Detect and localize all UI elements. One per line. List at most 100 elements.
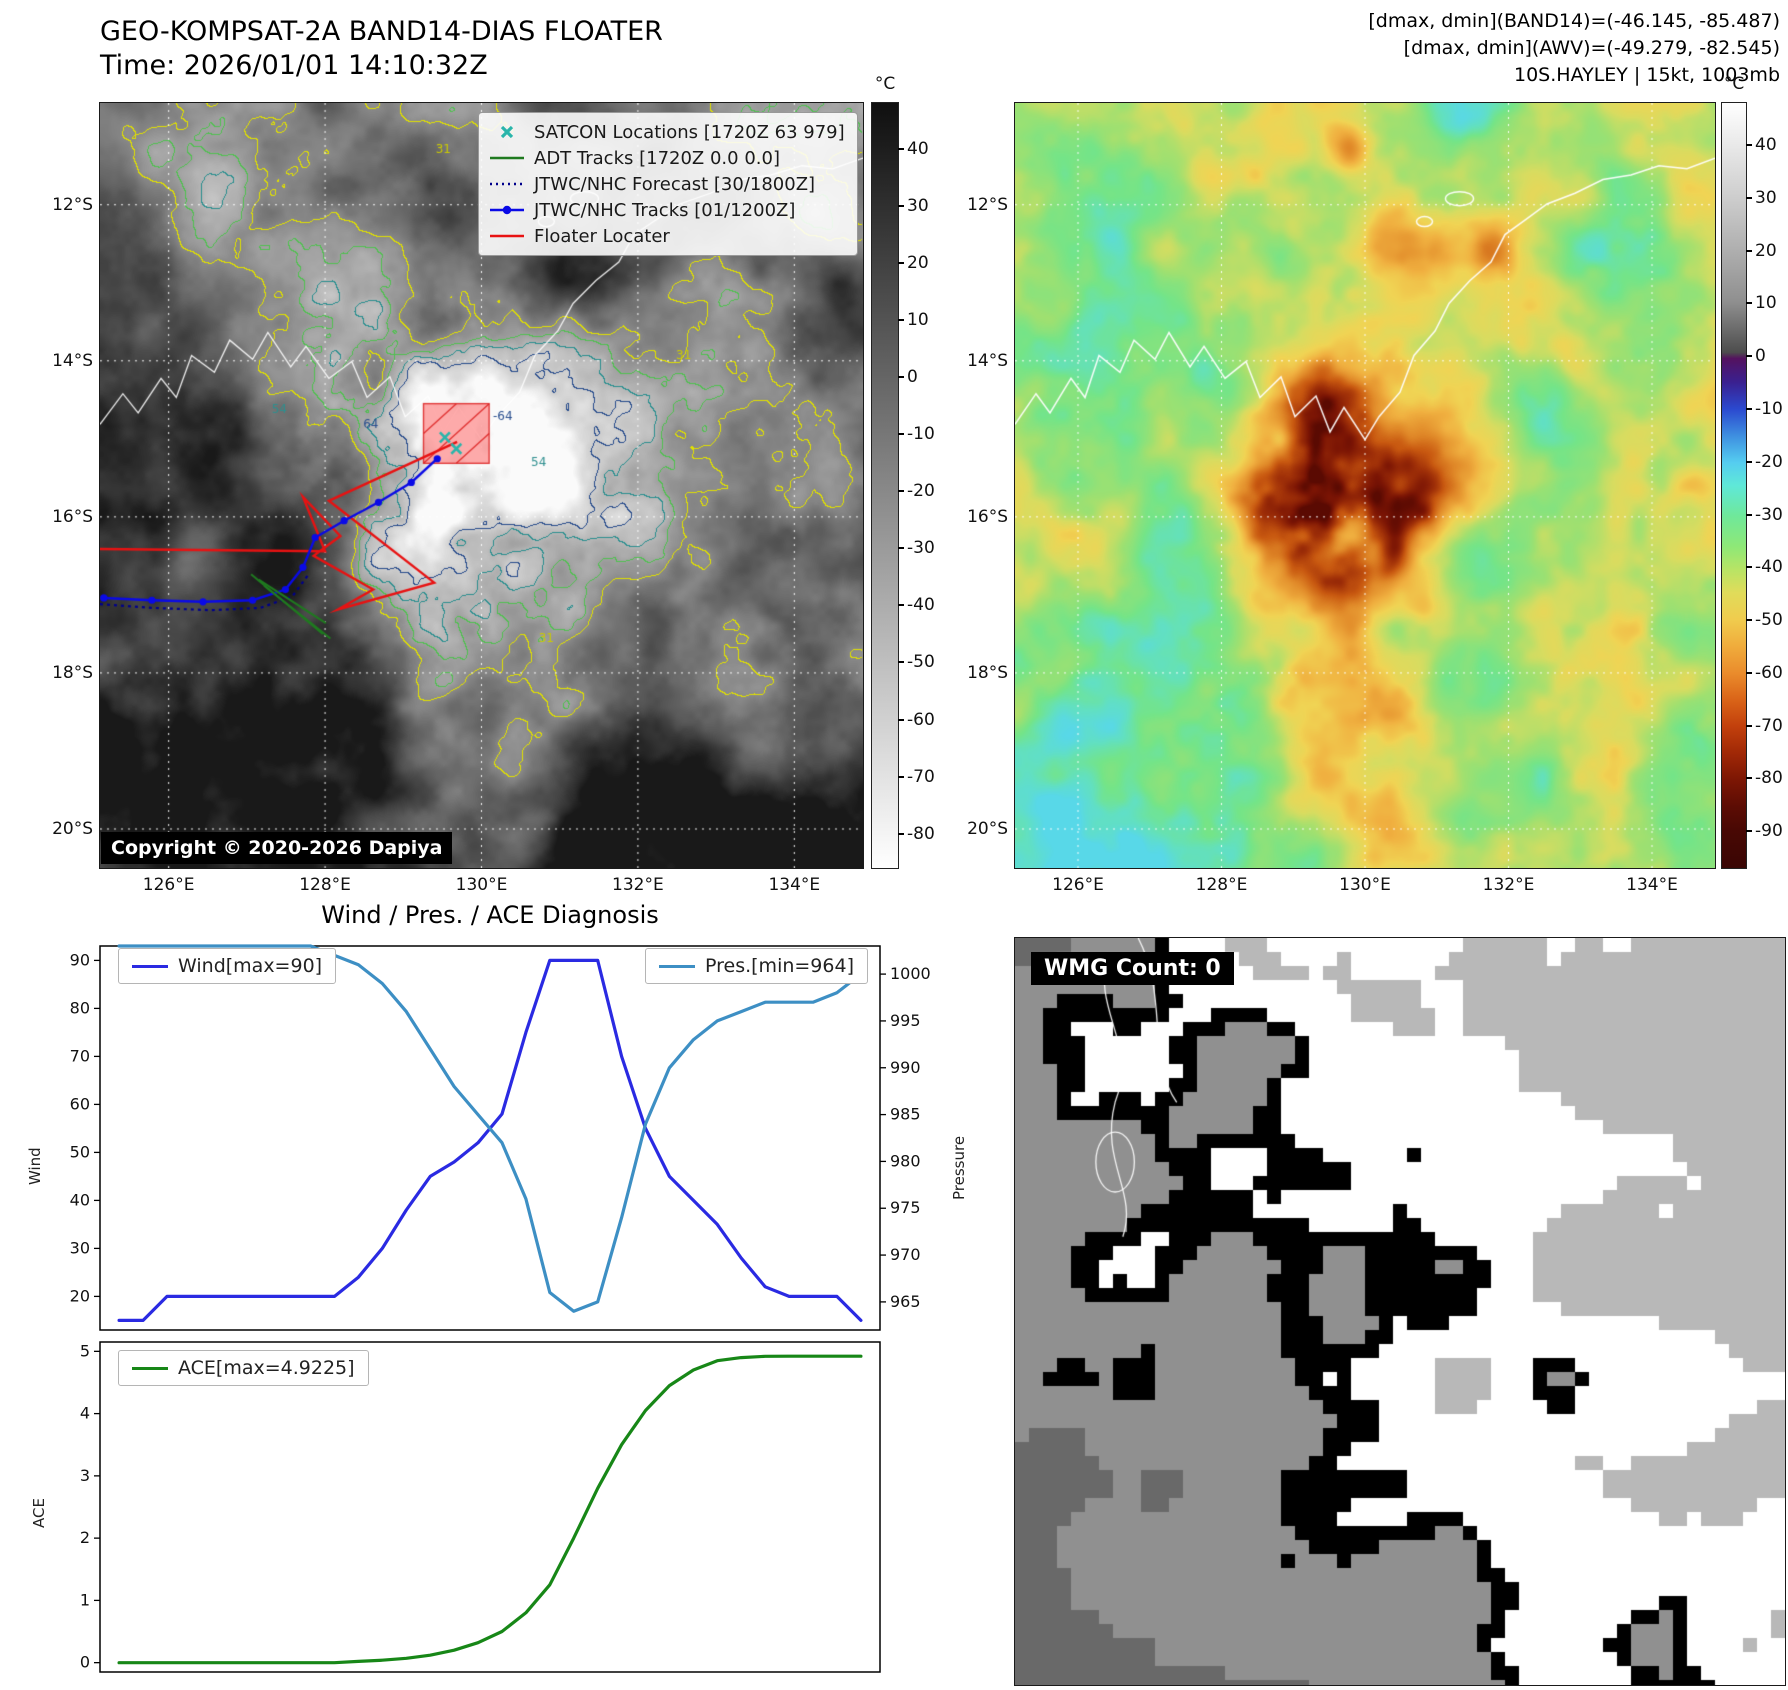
colorbar-tick-label: 0 bbox=[1755, 346, 1766, 367]
colorbar-unit-label: °C bbox=[874, 74, 896, 94]
colorbar-tick-label: 20 bbox=[907, 252, 929, 273]
floater-line-icon bbox=[490, 234, 524, 238]
pressure-line-sample-icon bbox=[659, 964, 695, 968]
lat-tick-label: 20°S bbox=[967, 818, 1008, 839]
wind-axis-label: Wind bbox=[26, 1147, 44, 1185]
colorbar-tick-label: -70 bbox=[907, 766, 935, 787]
colorbar-tick-label: -60 bbox=[1755, 662, 1783, 683]
colorbar-tick bbox=[898, 204, 904, 207]
colorbar-tick bbox=[898, 318, 904, 321]
colorbar-tick bbox=[898, 147, 904, 150]
lat-tick-label: 12°S bbox=[52, 194, 93, 215]
copyright-label: Copyright © 2020-2026 Dapiya bbox=[101, 832, 453, 864]
colorbar-tick bbox=[898, 718, 904, 721]
map-legend: SATCON Locations [1720Z 63 979] ADT Track… bbox=[478, 112, 858, 256]
enhanced-ir-colorbar bbox=[1721, 102, 1747, 869]
lon-tick-label: 134°E bbox=[1626, 875, 1678, 895]
legend-item: ADT Tracks [1720Z 0.0 0.0] bbox=[488, 146, 845, 170]
colorbar-tick bbox=[1746, 619, 1752, 622]
colorbar-tick-label: -20 bbox=[1755, 451, 1783, 472]
wind-line-sample-icon bbox=[132, 964, 168, 968]
panel2-header: [dmax, dmin](BAND14)=(-46.145, -85.487) … bbox=[900, 8, 1780, 89]
svg-text:50: 50 bbox=[70, 1142, 90, 1161]
colorbar-tick-label: -70 bbox=[1755, 715, 1783, 736]
lon-tick-label: 132°E bbox=[612, 875, 664, 895]
lon-tick-label: 126°E bbox=[142, 875, 195, 895]
wind-pressure-chart: 20 30 40 50 60 70 80 90 965 970 975 980 985 990 995 100… bbox=[70, 944, 931, 1331]
panel1-title: GEO-KOMPSAT-2A BAND14-DIAS FLOATER bbox=[100, 16, 663, 47]
ir-colorbar bbox=[871, 102, 899, 869]
svg-text:975: 975 bbox=[890, 1198, 921, 1217]
forecast-line-icon bbox=[490, 182, 524, 186]
colorbar-tick bbox=[898, 832, 904, 835]
colorbar-tick bbox=[898, 775, 904, 778]
svg-text:40: 40 bbox=[70, 1190, 90, 1209]
colorbar-tick-label: -20 bbox=[907, 481, 935, 502]
svg-text:3: 3 bbox=[80, 1466, 90, 1485]
colorbar-tick-label: -80 bbox=[1755, 768, 1783, 789]
lat-tick-label: 18°S bbox=[967, 662, 1008, 683]
lat-tick-label: 16°S bbox=[967, 506, 1008, 527]
pressure-axis-label: Pressure bbox=[950, 1135, 968, 1200]
colorbar-tick bbox=[898, 376, 904, 379]
svg-text:4: 4 bbox=[80, 1404, 90, 1423]
legend-label: ADT Tracks [1720Z 0.0 0.0] bbox=[534, 147, 780, 169]
ace-axis-label: ACE bbox=[30, 1498, 48, 1528]
legend-item: SATCON Locations [1720Z 63 979] bbox=[488, 120, 845, 144]
wmg-map bbox=[1014, 937, 1786, 1686]
legend-label: Floater Locater bbox=[534, 225, 670, 247]
svg-text:90: 90 bbox=[70, 950, 90, 969]
colorbar-tick bbox=[898, 661, 904, 664]
ace-chart: 0 1 2 3 4 5 bbox=[80, 1341, 881, 1673]
pressure-legend: Pres.[min=964] bbox=[645, 948, 868, 984]
svg-text:5: 5 bbox=[80, 1341, 90, 1360]
colorbar-tick-label: 40 bbox=[1755, 135, 1777, 156]
colorbar-unit-label: °C bbox=[1723, 74, 1745, 94]
colorbar-tick bbox=[1746, 249, 1752, 252]
colorbar-tick-label: 30 bbox=[907, 195, 929, 216]
colorbar-tick-label: 30 bbox=[1755, 187, 1777, 208]
legend-item: JTWC/NHC Forecast [30/1800Z] bbox=[488, 172, 845, 196]
lon-tick-label: 130°E bbox=[1339, 875, 1391, 895]
colorbar-tick bbox=[1746, 777, 1752, 780]
colorbar-tick bbox=[1746, 830, 1752, 833]
adt-line-icon bbox=[490, 156, 524, 160]
lat-tick-label: 18°S bbox=[52, 662, 93, 683]
colorbar-tick-label: -50 bbox=[907, 652, 935, 673]
colorbar-tick bbox=[1746, 460, 1752, 463]
wind-legend-label: Wind[max=90] bbox=[178, 955, 323, 977]
colorbar-tick-label: -60 bbox=[907, 709, 935, 730]
wind-legend: Wind[max=90] bbox=[118, 948, 337, 984]
colorbar-tick-label: 0 bbox=[907, 367, 918, 388]
lat-tick-label: 16°S bbox=[52, 506, 93, 527]
svg-text:990: 990 bbox=[890, 1058, 921, 1077]
legend-item: JTWC/NHC Tracks [01/1200Z] bbox=[488, 198, 845, 222]
colorbar-tick-label: 10 bbox=[1755, 293, 1777, 314]
colorbar-tick-label: -10 bbox=[1755, 399, 1783, 419]
colorbar-tick bbox=[898, 490, 904, 493]
svg-text:2: 2 bbox=[80, 1528, 90, 1547]
colorbar-tick-label: -80 bbox=[907, 823, 935, 844]
lat-tick-label: 20°S bbox=[52, 818, 93, 839]
svg-text:20: 20 bbox=[70, 1286, 90, 1305]
colorbar-tick bbox=[898, 547, 904, 550]
satcon-marker-icon bbox=[500, 125, 514, 139]
colorbar-tick-label: -40 bbox=[907, 595, 935, 616]
lon-tick-label: 134°E bbox=[768, 875, 821, 895]
legend-label: JTWC/NHC Forecast [30/1800Z] bbox=[534, 173, 816, 195]
colorbar-tick bbox=[1746, 355, 1752, 358]
colorbar-tick-label: 40 bbox=[907, 138, 929, 159]
colorbar-tick bbox=[898, 261, 904, 264]
pressure-legend-label: Pres.[min=964] bbox=[705, 955, 854, 977]
lon-tick-label: 128°E bbox=[1195, 875, 1248, 895]
ace-legend-label: ACE[max=4.9225] bbox=[178, 1357, 355, 1379]
dmax-dmin-awv-label: [dmax, dmin](AWV)=(-49.279, -82.545) bbox=[1403, 37, 1780, 59]
lon-tick-label: 126°E bbox=[1052, 875, 1104, 895]
colorbar-tick-label: -50 bbox=[1755, 610, 1783, 631]
svg-text:980: 980 bbox=[890, 1151, 921, 1170]
track-line-icon bbox=[490, 205, 524, 215]
legend-label: JTWC/NHC Tracks [01/1200Z] bbox=[534, 199, 796, 221]
svg-text:1: 1 bbox=[80, 1590, 90, 1609]
ace-legend: ACE[max=4.9225] bbox=[118, 1350, 369, 1386]
colorbar-tick bbox=[1746, 144, 1752, 147]
